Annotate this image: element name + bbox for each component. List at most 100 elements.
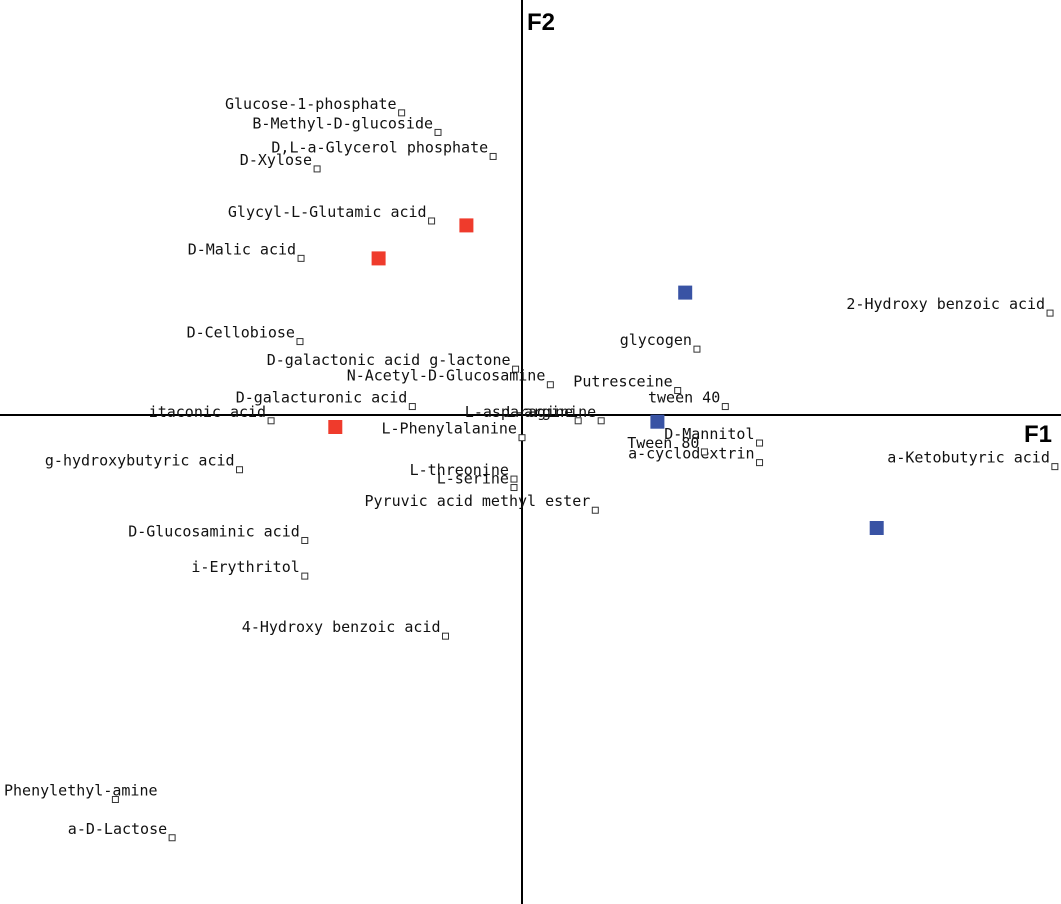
variable-marker (111, 795, 119, 803)
variable-point-tween-40: tween 40 (648, 389, 729, 411)
variable-marker (428, 217, 436, 225)
variable-marker (1051, 463, 1059, 471)
variable-point-l-threonine: L-threonine (410, 461, 518, 483)
variable-label: D-Cellobiose (187, 324, 295, 342)
variable-marker (267, 417, 275, 425)
variable-label: a-cyclodextrin (628, 445, 754, 463)
variable-label: itaconic acid (149, 403, 266, 421)
variable-point-glycyl-l-glutamic-acid: Glycyl-L-Glutamic acid (228, 203, 436, 225)
variable-point-b-methyl-d-glucoside: B-Methyl-D-glucoside (252, 114, 442, 136)
variable-point-d-xylose: D-Xylose (240, 151, 321, 173)
variable-label: D,L-a-Glycerol phosphate (271, 139, 488, 157)
variable-point-d-l-a-glycerol-phosphate: D,L-a-Glycerol phosphate (271, 139, 497, 160)
variable-label: L-threonine (410, 461, 509, 479)
variable-point-d-mannitol: D-Mannitol (664, 425, 764, 447)
variable-point-itaconic-acid: itaconic acid (149, 403, 275, 425)
variable-marker (674, 387, 682, 395)
variable-point-d-glucosaminic-acid: D-Glucosaminic acid (128, 523, 309, 544)
variable-point-a-cyclodextrin: a-cyclodextrin (628, 445, 764, 467)
variable-marker (546, 381, 554, 389)
variable-point-phenylethyl-amine: Phenylethyl-amine (4, 782, 158, 803)
variable-point-pyruvic-acid-methyl-ester: Pyruvic acid methyl ester (365, 492, 599, 514)
variable-marker (313, 165, 321, 173)
variable-label: 4-Hydroxy benzoic acid (242, 618, 441, 636)
variable-label: Tween 80 (627, 434, 699, 452)
variable-marker (756, 459, 764, 467)
variable-point-l-serine: L-serine (437, 470, 518, 492)
variable-label: Putresceine (573, 373, 672, 391)
variable-point-i-erythritol: i-Erythritol (191, 558, 309, 580)
variable-label: L-serine (437, 470, 509, 488)
variable-label: L-asparagine (465, 403, 573, 421)
variable-label: N-Acetyl-D-Glucosamine (347, 367, 546, 385)
variable-point-a-d-lactose: a-D-Lactose (68, 820, 176, 842)
variable-marker (441, 632, 449, 640)
variable-point-g-hydroxybutyric-acid: g-hydroxybutyric acid (45, 452, 244, 474)
sample-point-blue-2 (650, 414, 665, 429)
variable-label: Glucose-1-phosphate (225, 95, 397, 113)
variable-marker (591, 506, 599, 514)
variable-marker (408, 403, 416, 411)
variable-label: Glycyl-L-Glutamic acid (228, 203, 427, 221)
variable-label: i-Erythritol (191, 558, 299, 576)
variable-point-putresceine: Putresceine (573, 373, 682, 395)
variable-label: a-D-Lactose (68, 820, 167, 838)
variable-point-glucose-1-phosphate: Glucose-1-phosphate (225, 95, 406, 117)
variable-point-d-galactonic-acid-g-lactone: D-galactonic acid g-lactone (267, 351, 520, 373)
variable-label: 2-Hydroxy benzoic acid (846, 295, 1045, 313)
y-axis-title: F2 (527, 9, 555, 36)
variable-marker (1046, 309, 1054, 317)
variable-marker (297, 254, 305, 262)
variable-point-d-malic-acid: D-Malic acid (188, 240, 305, 262)
variable-point-tween-80: Tween 80 (627, 434, 708, 456)
variable-label: D-galactonic acid g-lactone (267, 351, 511, 369)
variable-point-d-galacturonic-acid: D-galacturonic acid (236, 389, 416, 411)
sample-point-red-2 (371, 251, 386, 266)
variable-marker (512, 365, 520, 373)
variable-marker (597, 417, 605, 425)
variable-marker (301, 536, 309, 544)
variable-label: a-Ketobutyric acid (887, 449, 1050, 467)
variable-point-l-arginine: L-arginine (506, 403, 605, 425)
variable-label: L-Phenylalanine (382, 420, 517, 438)
variable-marker (301, 572, 309, 580)
variable-marker (510, 484, 518, 492)
variable-marker (398, 109, 406, 117)
variable-point-l-phenylalanine: L-Phenylalanine (382, 420, 526, 442)
sample-point-red-3 (328, 420, 343, 434)
variable-label: Pyruvic acid methyl ester (365, 492, 591, 510)
variable-label: D-Xylose (240, 151, 312, 169)
variable-marker (236, 466, 244, 474)
variable-marker (489, 152, 497, 160)
x-axis-title: F1 (1024, 421, 1052, 448)
variable-label: Phenylethyl-amine (4, 782, 158, 800)
variable-label: D-Malic acid (188, 240, 296, 258)
variable-label: tween 40 (648, 389, 720, 407)
variable-marker (756, 439, 764, 447)
group-layer (328, 218, 884, 535)
variable-marker (510, 475, 518, 483)
variable-point-glycogen: glycogen (620, 331, 701, 353)
variable-point-4-hydroxy-benzoic-acid: 4-Hydroxy benzoic acid (242, 618, 449, 640)
variable-label: D-Mannitol (664, 425, 754, 443)
variable-marker (693, 345, 701, 353)
sample-point-blue-1 (678, 285, 693, 300)
variable-marker (700, 448, 708, 456)
variable-label: B-Methyl-D-glucoside (252, 114, 433, 132)
variable-label: g-hydroxybutyric acid (45, 452, 235, 470)
variable-label: L-arginine (506, 403, 596, 421)
sample-point-blue-3 (869, 521, 884, 535)
variable-point-l-asparagine: L-asparagine (465, 403, 582, 425)
variable-label: D-Glucosaminic acid (128, 523, 300, 541)
variable-marker (168, 834, 176, 842)
variable-marker (434, 128, 442, 136)
sample-point-red-1 (459, 218, 474, 233)
variable-point-a-ketobutyric-acid: a-Ketobutyric acid (887, 449, 1059, 471)
variable-marker (721, 403, 729, 411)
variable-marker (518, 434, 526, 442)
variable-point-2-hydroxy-benzoic-acid: 2-Hydroxy benzoic acid (846, 295, 1054, 317)
